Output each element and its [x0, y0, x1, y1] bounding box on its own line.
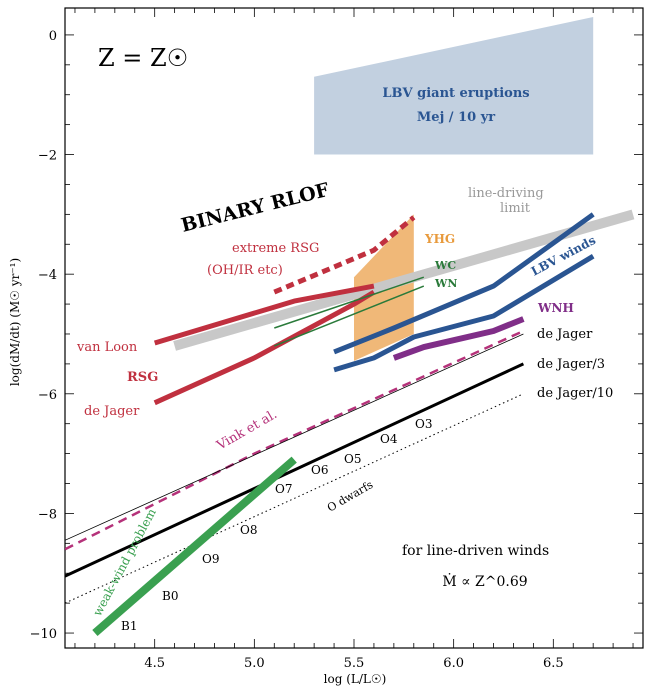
- scaling-label: Ṁ ∝ Z^0.69: [442, 572, 527, 590]
- y-tick-label: −8: [38, 507, 57, 522]
- x-tick-label: 6.0: [443, 656, 464, 671]
- y-tick-label: −6: [38, 388, 57, 403]
- lbv-eruptions-label: LBV giant eruptions: [382, 86, 529, 101]
- de-jager-10-label: de Jager/10: [537, 386, 613, 401]
- x-tick-label: 5.0: [244, 656, 265, 671]
- line-driven-label: for line-driven winds: [402, 543, 549, 559]
- van-loon-label: van Loon: [76, 340, 138, 355]
- x-tick-label: 4.5: [144, 656, 165, 671]
- series-de-jager-10: [65, 393, 524, 604]
- de-jager-label: de Jager: [537, 327, 593, 342]
- spectral-type-label: O6: [311, 463, 328, 477]
- rsg-label: RSG: [127, 370, 158, 385]
- y-tick-label: −10: [30, 627, 57, 642]
- spectral-type-label: B0: [162, 589, 178, 603]
- x-tick-label: 5.5: [344, 656, 365, 671]
- wnh-label: WNH: [537, 301, 574, 315]
- spectral-type-label: O4: [380, 432, 398, 446]
- line-driving-label: line-driving: [468, 186, 544, 201]
- series-lbv-winds-upper: [333, 212, 595, 355]
- spectral-type-label: O5: [344, 452, 361, 466]
- x-tick-label: 6.5: [543, 656, 564, 671]
- spectral-type-label: O7: [275, 482, 292, 496]
- yhg-label: YHG: [424, 232, 455, 246]
- series-lbv-winds-lower: [333, 254, 595, 373]
- rsg-de-jager-label: de Jager: [84, 404, 140, 419]
- series-de-jager-3: [65, 362, 525, 578]
- x-axis-label: log (L/L☉): [324, 672, 387, 686]
- series-wc: [274, 276, 425, 329]
- series-extreme-rsg: [273, 215, 416, 295]
- series-wnh: [392, 316, 525, 361]
- series-vink-et-al: [65, 329, 524, 551]
- wc-label: WC: [434, 259, 456, 272]
- spectral-type-label: B1: [121, 619, 137, 633]
- spectral-type-label: O8: [240, 523, 257, 537]
- y-axis-label: log(dM/dt) (M☉ yr⁻¹): [8, 258, 22, 386]
- series-weak-wind-problem: [92, 456, 297, 637]
- lbv-rate-label: Mej / 10 yr: [417, 110, 495, 125]
- y-tick-label: −4: [38, 268, 57, 283]
- limit-label: limit: [500, 201, 531, 216]
- series-lbv-giant-eruptions: [314, 17, 594, 155]
- series-wn: [274, 285, 425, 347]
- series-de-jager: [65, 333, 524, 541]
- metallicity-label: Z = Z☉: [98, 44, 188, 72]
- spectral-type-label: O3: [415, 417, 432, 431]
- extreme-rsg-label: extreme RSG: [232, 241, 319, 256]
- series-van-loon: [153, 283, 375, 346]
- ohir-label: (OH/IR etc): [207, 263, 283, 278]
- series-line-driving-limit: [173, 209, 635, 351]
- de-jager-3-label: de Jager/3: [537, 357, 605, 372]
- y-tick-label: 0: [49, 29, 57, 44]
- spectral-type-label: O9: [202, 552, 219, 566]
- y-tick-label: −2: [38, 149, 57, 164]
- wn-label: WN: [434, 277, 457, 290]
